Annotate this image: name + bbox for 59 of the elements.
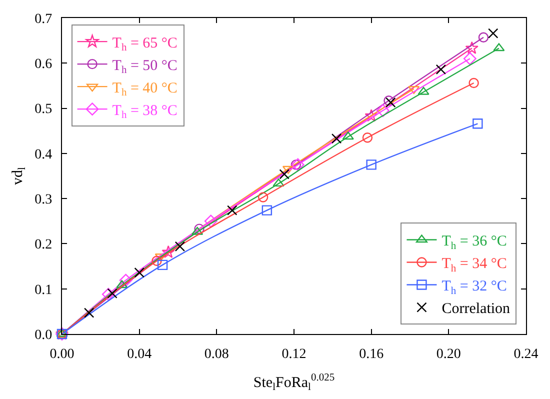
legend-label: T$_{h}$ = 34 °C xyxy=(442,256,507,274)
point xyxy=(465,41,478,54)
point xyxy=(472,118,483,129)
x-tick-label: 0.24 xyxy=(514,346,538,362)
y-tick-label: 0.5 xyxy=(34,102,52,118)
point xyxy=(468,78,479,88)
point xyxy=(84,308,94,318)
point xyxy=(418,86,430,95)
point xyxy=(362,132,373,143)
point xyxy=(192,226,204,235)
legend-label: T$_{h}$ = 32 °C xyxy=(442,278,507,297)
point xyxy=(262,205,272,216)
point xyxy=(152,256,162,266)
point xyxy=(162,245,175,258)
point xyxy=(174,241,186,252)
point xyxy=(119,274,132,287)
point xyxy=(56,328,68,337)
point xyxy=(290,160,302,170)
point xyxy=(488,28,498,38)
legend-label: T$_{h}$ = 65 °C xyxy=(112,35,178,54)
y-tick-label: 0.7 xyxy=(34,12,52,27)
point xyxy=(157,260,168,270)
x-tick-label: 0.12 xyxy=(282,346,306,362)
point xyxy=(282,166,294,174)
y-tick-label: 0.0 xyxy=(34,328,52,343)
point xyxy=(134,268,144,278)
point xyxy=(291,158,304,172)
point xyxy=(331,133,342,144)
x-tick-label: 0.20 xyxy=(436,346,461,362)
y-tick-label: 0.4 xyxy=(34,147,52,162)
point xyxy=(102,288,115,301)
point xyxy=(436,64,446,75)
y-tick-label: 0.6 xyxy=(34,57,52,72)
point xyxy=(364,109,378,122)
x-tick-label: 0.16 xyxy=(359,346,384,362)
legend-label: T$_{h}$ = 40 °C xyxy=(112,80,178,99)
point xyxy=(279,169,290,180)
legend-label: Correlation xyxy=(442,301,511,318)
y-tick-label: 0.3 xyxy=(34,192,52,208)
legend-label: T$_{h}$ = 38 °C xyxy=(112,102,178,122)
x-tick-label: 0.00 xyxy=(50,346,74,362)
point xyxy=(366,160,376,170)
legend-label: T$_{h}$ = 50 °C xyxy=(112,58,178,76)
point xyxy=(227,205,238,216)
x-tick-label: 0.08 xyxy=(204,346,229,362)
point xyxy=(463,52,476,66)
x-tick-label: 0.04 xyxy=(127,346,152,362)
point xyxy=(258,192,268,202)
legend-label: T$_{h}$ = 36 °C xyxy=(442,234,507,252)
point xyxy=(493,43,505,52)
y-tick-label: 0.2 xyxy=(34,238,52,253)
point xyxy=(376,104,390,117)
point xyxy=(342,132,354,140)
point xyxy=(116,280,128,288)
point xyxy=(272,178,284,187)
y-tick-label: 0.1 xyxy=(34,282,52,298)
point xyxy=(478,32,489,43)
point xyxy=(194,224,204,234)
point xyxy=(204,214,218,228)
